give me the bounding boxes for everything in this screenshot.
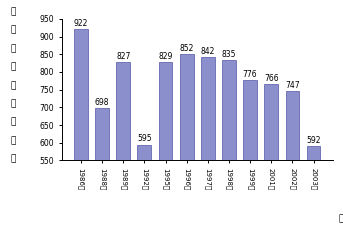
- Bar: [285, 91, 299, 236]
- Text: 827: 827: [116, 52, 130, 61]
- Text: 776: 776: [243, 70, 257, 80]
- Text: 835: 835: [222, 50, 236, 59]
- Text: 592: 592: [306, 135, 321, 145]
- Text: ）: ）: [10, 155, 16, 164]
- Bar: [243, 80, 257, 236]
- Bar: [158, 62, 173, 236]
- Bar: [307, 146, 320, 236]
- Text: ア: ア: [10, 118, 16, 127]
- Bar: [95, 108, 109, 236]
- Text: 698: 698: [95, 98, 109, 107]
- Text: 595: 595: [137, 135, 152, 143]
- Bar: [138, 145, 151, 236]
- Text: レ: レ: [10, 99, 16, 108]
- Text: 829: 829: [158, 52, 173, 61]
- Text: 747: 747: [285, 81, 300, 90]
- Text: ル: ル: [10, 136, 16, 145]
- Text: 766: 766: [264, 74, 279, 83]
- Bar: [74, 29, 88, 236]
- Bar: [264, 84, 278, 236]
- Bar: [116, 63, 130, 236]
- Text: 収: 収: [10, 63, 16, 72]
- Text: 平: 平: [10, 7, 16, 16]
- Bar: [201, 57, 215, 236]
- Text: （: （: [10, 81, 16, 90]
- Text: 均: 均: [10, 26, 16, 35]
- X-axis label: 年度: 年度: [338, 214, 343, 223]
- Bar: [180, 54, 193, 236]
- Text: 月: 月: [10, 44, 16, 53]
- Text: 852: 852: [179, 43, 194, 53]
- Text: 842: 842: [201, 47, 215, 56]
- Bar: [222, 60, 236, 236]
- Text: 922: 922: [74, 19, 88, 28]
